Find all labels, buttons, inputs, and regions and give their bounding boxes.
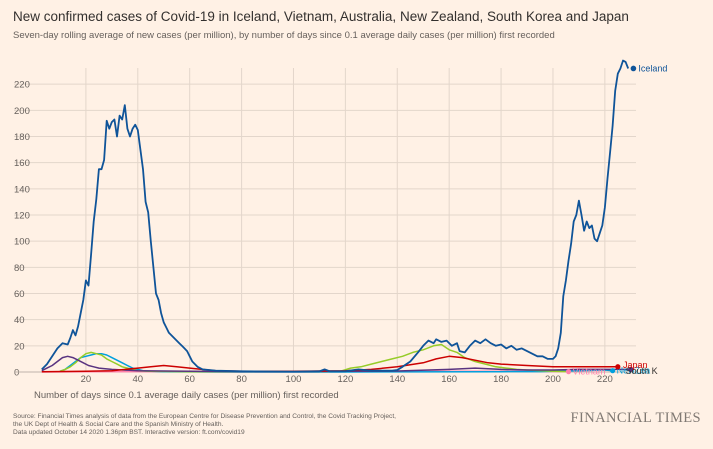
y-tick-label: 0	[14, 368, 19, 379]
y-tick-label: 100	[14, 237, 30, 248]
y-tick-label: 120	[14, 211, 30, 222]
end-marker-iceland	[630, 65, 637, 72]
source-line: Source: Financial Times analysis of data…	[13, 413, 396, 420]
x-tick-label: 220	[597, 374, 613, 385]
x-tick-label: 60	[184, 374, 195, 385]
y-tick-label: 200	[14, 106, 30, 117]
x-tick-label: 20	[81, 374, 92, 385]
x-tick-label: 200	[545, 374, 561, 385]
end-label-south-korea: South K	[626, 366, 658, 376]
end-marker-south-korea	[628, 366, 634, 372]
x-axis-label: Number of days since 0.1 average daily c…	[34, 390, 339, 401]
x-tick-label: 160	[441, 374, 457, 385]
x-tick-label: 140	[389, 374, 405, 385]
y-tick-label: 20	[14, 341, 25, 352]
chart-title: New confirmed cases of Covid-19 in Icela…	[13, 9, 629, 24]
source-line: Data updated October 14 2020 1.36pm BST.…	[13, 429, 245, 436]
source-note: Source: Financial Times analysis of data…	[13, 413, 473, 437]
end-marker-japan	[615, 364, 621, 370]
x-tick-label: 180	[493, 374, 509, 385]
x-tick-label: 120	[337, 374, 353, 385]
series-line-iceland	[41, 59, 630, 373]
y-tick-label: 80	[14, 263, 25, 274]
chart-subtitle: Seven-day rolling average of new cases (…	[13, 30, 555, 41]
end-marker-vietnam	[565, 369, 572, 375]
end-label-vietnam: Vietnam	[573, 367, 606, 377]
y-tick-label: 180	[14, 132, 30, 143]
y-tick-label: 60	[14, 289, 25, 300]
end-label-iceland: Iceland	[638, 63, 667, 73]
y-tick-label: 40	[14, 315, 25, 326]
x-tick-label: 80	[236, 374, 247, 385]
y-tick-label: 140	[14, 184, 30, 195]
x-tick-label: 100	[286, 374, 302, 385]
y-tick-label: 160	[14, 158, 30, 169]
source-line: the UK Dept of Health & Social Care and …	[13, 421, 224, 428]
end-label-japan: Japan	[623, 360, 648, 370]
ft-logo: FINANCIAL TIMES	[570, 410, 701, 426]
y-tick-label: 220	[14, 80, 30, 91]
series-line-japan	[41, 355, 618, 373]
end-marker-new-zealand	[610, 368, 616, 374]
series-line-australia	[59, 343, 566, 373]
x-tick-label: 40	[133, 374, 144, 385]
end-label-new-zealand: NewZea	[617, 366, 651, 376]
